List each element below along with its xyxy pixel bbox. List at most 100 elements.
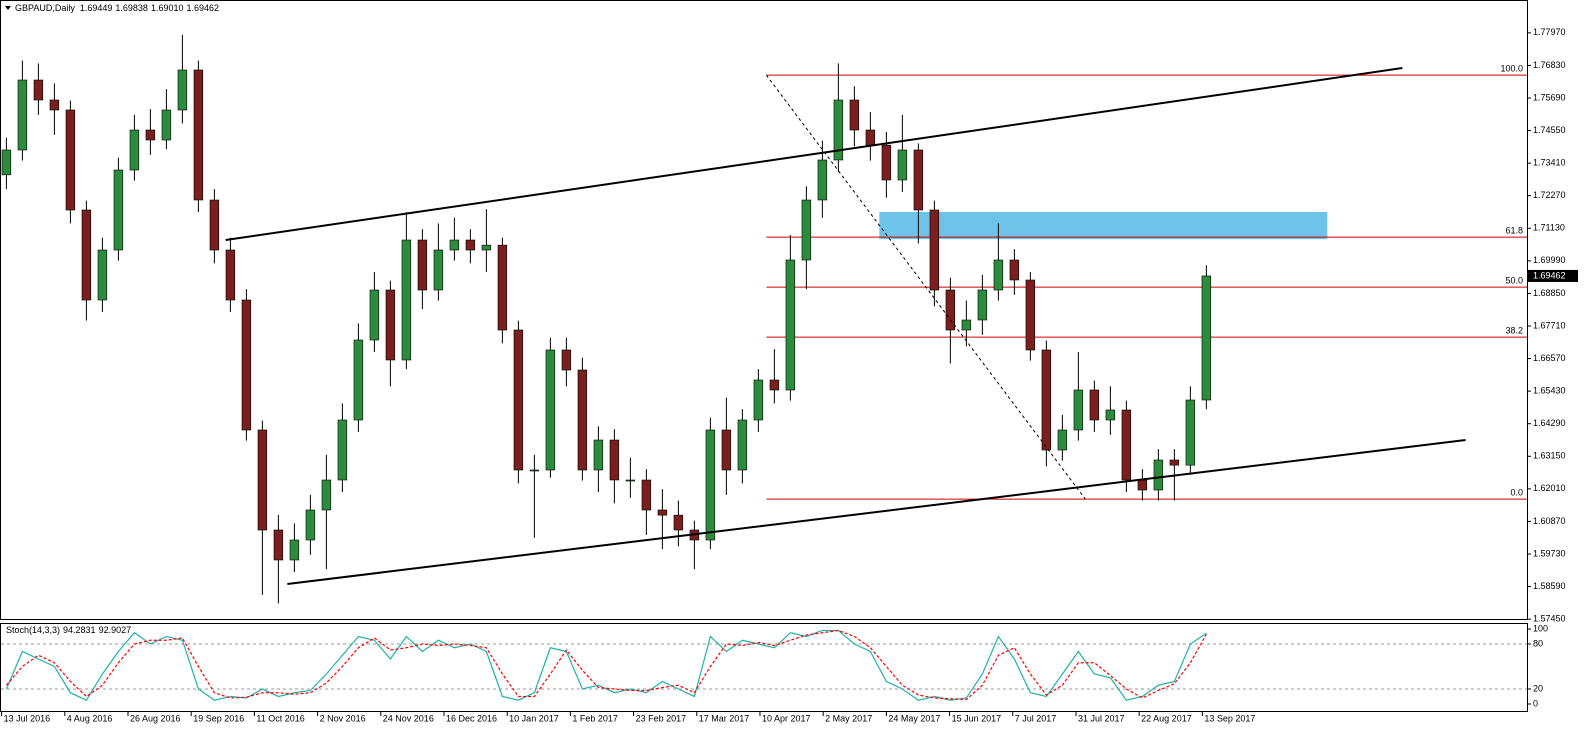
y-tick-label: 1.71130	[1533, 223, 1565, 233]
candle-body	[225, 249, 236, 301]
candle-body	[1121, 409, 1132, 481]
candle-body	[913, 149, 924, 211]
fib-label: 100.0	[1500, 64, 1523, 74]
candle-body	[1, 149, 12, 176]
indicator-panel	[0, 623, 1528, 712]
candle-body	[545, 349, 556, 471]
candle-body	[401, 239, 412, 361]
candle-body	[561, 349, 572, 371]
candle-body	[1153, 459, 1164, 491]
candle-body	[753, 379, 764, 421]
y-tick-label: 1.77970	[1533, 27, 1566, 37]
candle-body	[353, 339, 364, 421]
main-panel	[0, 0, 1528, 620]
x-tick-label: 31 Jul 2017	[1078, 713, 1125, 723]
candle-body	[65, 109, 76, 211]
y-tick-label: 100	[1533, 623, 1548, 633]
y-tick-label: 1.62010	[1533, 483, 1566, 493]
y-tick-label: 1.64290	[1533, 418, 1566, 428]
trendline	[287, 439, 1466, 585]
y-tick-label: 20	[1533, 683, 1543, 693]
x-tick-label: 10 Apr 2017	[762, 713, 811, 723]
x-tick-label: 24 May 2017	[888, 713, 940, 723]
supply-zone	[879, 212, 1328, 240]
ohlc-value: 1.69010	[151, 3, 184, 13]
candle-body	[321, 479, 332, 511]
x-tick-label: 16 Dec 2016	[446, 713, 497, 723]
candle-body	[1185, 399, 1196, 466]
candle-body	[529, 469, 540, 472]
candle-body	[17, 79, 28, 151]
x-tick-label: 7 Jul 2017	[1015, 713, 1057, 723]
candle-body	[289, 539, 300, 561]
x-tick-label: 23 Feb 2017	[636, 713, 687, 723]
candle-body	[945, 289, 956, 331]
last-price-label: 1.69462	[1533, 270, 1566, 280]
candle-body	[1105, 409, 1116, 421]
y-tick-label: 1.72270	[1533, 190, 1566, 200]
candle-body	[465, 239, 476, 251]
candle-body	[337, 419, 348, 481]
candle-body	[497, 244, 508, 331]
indicator-value: 92.9027	[99, 625, 132, 635]
candle-body	[161, 109, 172, 141]
candle-body	[961, 319, 972, 331]
candle-body	[577, 369, 588, 471]
x-tick-label: 24 Nov 2016	[383, 713, 434, 723]
y-tick-label: 1.75690	[1533, 92, 1566, 102]
y-tick-label: 1.65430	[1533, 386, 1566, 396]
candle-body	[993, 259, 1004, 291]
y-tick-label: 1.63150	[1533, 451, 1566, 461]
candle-body	[257, 429, 268, 531]
y-tick-label: 1.59730	[1533, 548, 1566, 558]
candle-body	[817, 159, 828, 201]
candle-body	[97, 249, 108, 301]
candle-body	[113, 169, 124, 251]
candle-body	[1041, 349, 1052, 451]
candle-body	[449, 239, 460, 251]
indicator-value: 94.2831	[63, 625, 96, 635]
y-tick-label: 1.74550	[1533, 125, 1566, 135]
candle-body	[721, 429, 732, 471]
candle-body	[209, 199, 220, 251]
candle-body	[513, 329, 524, 471]
x-tick-label: 22 Aug 2017	[1141, 713, 1192, 723]
candle-body	[1009, 259, 1020, 281]
y-tick-label: 1.66570	[1533, 353, 1566, 363]
candle-body	[129, 129, 140, 171]
chart-title: GBPAUD,Daily	[15, 3, 75, 13]
candle-body	[833, 99, 844, 161]
candle-body	[897, 149, 908, 181]
x-tick-label: 17 Mar 2017	[699, 713, 750, 723]
fib-label: 61.8	[1505, 226, 1523, 236]
candle-body	[641, 479, 652, 511]
chart-header: GBPAUD,Daily 1.69449 1.69838 1.69010 1.69462	[15, 3, 219, 13]
candle-body	[385, 289, 396, 361]
x-tick-label: 11 Oct 2016	[256, 713, 304, 723]
candle-body	[609, 439, 620, 481]
trendline	[225, 67, 1403, 241]
candle-body	[481, 244, 492, 251]
candle-body	[1201, 275, 1212, 401]
fib-label: 0.0	[1510, 488, 1523, 498]
candle-body	[881, 144, 892, 181]
x-tick-label: 19 Sep 2016	[193, 713, 244, 723]
x-tick-label: 4 Aug 2016	[67, 713, 113, 723]
y-tick-label: 0	[1533, 698, 1538, 708]
candle-body	[929, 209, 940, 291]
indicator-title: Stoch(14,3,3)	[6, 625, 60, 635]
candle-body	[1089, 389, 1100, 421]
candle-body	[193, 69, 204, 201]
candle-body	[977, 289, 988, 321]
candle-body	[657, 509, 668, 516]
candle-body	[705, 429, 716, 541]
x-tick-label: 13 Sep 2017	[1204, 713, 1255, 723]
candle-body	[673, 514, 684, 531]
candle-body	[145, 129, 156, 141]
indicator-line	[5, 629, 1207, 701]
candle-body	[33, 79, 44, 101]
last-price-box	[1528, 269, 1578, 282]
x-tick-label: 10 Jan 2017	[509, 713, 559, 723]
candle-body	[273, 529, 284, 561]
x-tick-label: 15 Jun 2017	[952, 713, 1002, 723]
